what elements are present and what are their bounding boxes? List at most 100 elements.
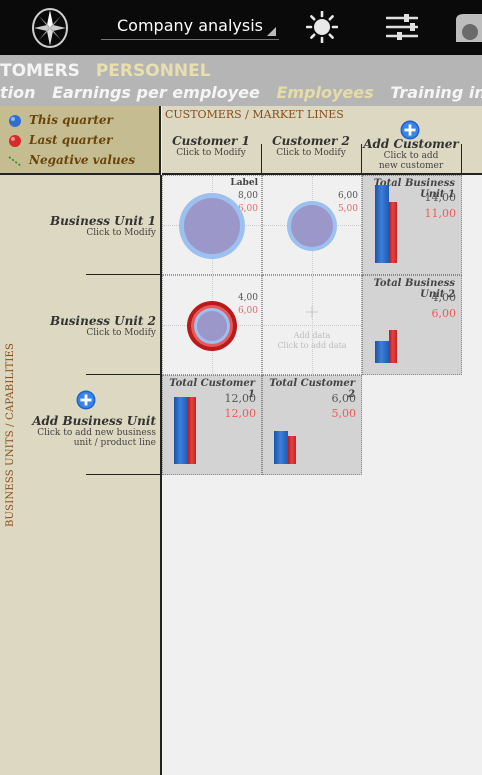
total-title: Total Customer 2 [269, 378, 355, 400]
legend-last-quarter-label: Last quarter [29, 133, 113, 147]
total-title: Total Business Unit 2 [373, 278, 455, 300]
row-header-panel: BUSINESS UNITS / CAPABILITIES Business U… [0, 175, 162, 775]
view-selector[interactable]: Company analysis [101, 10, 279, 40]
business-unit-1-sub: Click to Modify [86, 228, 156, 238]
legend-this-quarter-label: This quarter [29, 113, 113, 127]
top-bar: Company analysis [0, 0, 482, 55]
last-quarter-value: 6,00 [237, 204, 258, 214]
add-customer-sub-2: new customer [378, 161, 444, 171]
last-quarter-value: 11,00 [424, 207, 457, 220]
column-divider [261, 144, 262, 173]
tab-training-investment[interactable]: Training investment [390, 83, 482, 102]
last-quarter-bubble [291, 205, 333, 247]
view-selector-label: Company analysis [117, 16, 263, 35]
dropdown-triangle-icon [267, 27, 276, 36]
negative-values-icon [8, 156, 22, 167]
columns-axis-label: CUSTOMERS / MARKET LINES [165, 108, 344, 121]
row-divider [86, 474, 160, 475]
add-data-plus-icon [306, 306, 318, 318]
compass-icon[interactable] [31, 6, 69, 50]
this-quarter-bar [375, 340, 389, 363]
add-business-unit-name: Add Business Unit [32, 414, 156, 428]
add-business-unit-sub-1: Click to add new business [37, 428, 156, 438]
sun-icon[interactable] [306, 11, 338, 43]
legend: This quarter Last quarter Negative value… [0, 106, 161, 175]
last-quarter-value: 5,00 [337, 204, 358, 214]
legend-this-quarter: This quarter [8, 113, 113, 131]
this-quarter-bar [375, 185, 389, 263]
primary-tab-bar: TOMERS PERSONNEL [0, 55, 482, 85]
customer-1-header[interactable]: Customer 1 Click to Modify [162, 134, 260, 158]
add-customer-sub-1: Click to add [383, 151, 439, 161]
customer-2-header[interactable]: Customer 2 Click to Modify [262, 134, 360, 158]
last-quarter-value: 6,00 [237, 306, 258, 316]
this-quarter-value: 14,00 [424, 191, 457, 204]
business-unit-2-sub: Click to Modify [86, 328, 156, 338]
sliders-icon[interactable] [386, 14, 418, 40]
add-customer-button[interactable]: Add Customer Click to add new customer [362, 137, 460, 171]
last-quarter-bar [389, 329, 397, 363]
bubble-chart [187, 301, 237, 351]
business-unit-2-header[interactable]: Business Unit 2 Click to Modify [50, 314, 156, 338]
cell-bu2-customer1[interactable]: 4,00 6,00 [162, 275, 262, 375]
add-business-unit-sub-2: unit / product line [73, 438, 156, 448]
red-dot-icon [9, 135, 21, 147]
total-title: Total Customer 1 [169, 378, 255, 400]
cell-total-business-unit-1[interactable]: Total Business Unit 1 14,00 11,00 [362, 175, 462, 275]
total-title: Total Business Unit 1 [373, 178, 455, 200]
customer-2-name: Customer 2 [272, 134, 350, 148]
last-quarter-bar [288, 436, 296, 464]
last-quarter-value: 5,00 [331, 407, 357, 420]
legend-negative-values: Negative values [8, 153, 135, 171]
this-quarter-value: 4,00 [431, 291, 457, 304]
blue-dot-icon [9, 115, 21, 127]
cell-bu2-customer2[interactable]: Add data Click to add data [262, 275, 362, 375]
cell-bu1-customer2[interactable]: 6,00 5,00 [262, 175, 362, 275]
this-quarter-value: 4,00 [237, 293, 258, 303]
this-quarter-value: 8,00 [237, 191, 258, 201]
column-divider [361, 144, 362, 173]
cell-label: Label [230, 178, 258, 188]
add-customer-icon[interactable] [400, 120, 420, 140]
profile-icon[interactable] [452, 12, 482, 42]
column-header: CUSTOMERS / MARKET LINES Customer 1 Clic… [162, 106, 482, 175]
secondary-tab-bar: tion Earnings per employee Employees Tra… [0, 81, 482, 106]
this-quarter-value: 6,00 [331, 392, 357, 405]
row-divider [86, 374, 160, 375]
row-divider [86, 274, 160, 275]
add-business-unit-button[interactable]: Add Business Unit Click to add new busin… [32, 414, 156, 448]
cell-total-business-unit-2[interactable]: Total Business Unit 2 4,00 6,00 [362, 275, 462, 375]
tab-earnings-per-employee[interactable]: Earnings per employee [52, 83, 260, 102]
tab-personnel[interactable]: PERSONNEL [95, 61, 211, 81]
customer-1-sub: Click to Modify [176, 148, 246, 158]
add-data-sub: Click to add data [277, 341, 347, 350]
cell-bu1-customer1[interactable]: Label 8,00 6,00 [162, 175, 262, 275]
cell-total-customer-1[interactable]: Total Customer 1 12,00 12,00 [162, 375, 262, 475]
customer-2-sub: Click to Modify [276, 148, 346, 158]
this-quarter-bar [274, 430, 288, 464]
this-quarter-bar [174, 397, 188, 464]
cell-total-customer-2[interactable]: Total Customer 2 6,00 5,00 [262, 375, 362, 475]
last-quarter-value: 12,00 [224, 407, 257, 420]
last-quarter-bubble [184, 198, 240, 254]
business-unit-2-name: Business Unit 2 [49, 314, 156, 328]
business-unit-1-name: Business Unit 1 [49, 214, 156, 228]
add-business-unit-icon[interactable] [76, 390, 96, 410]
legend-negative-values-label: Negative values [29, 153, 136, 167]
tab-customers[interactable]: TOMERS [0, 61, 80, 81]
bubble-chart [287, 201, 337, 251]
last-quarter-bar [188, 397, 196, 464]
column-divider [461, 144, 462, 173]
bubble-chart [179, 193, 245, 259]
matrix-grid: Label 8,00 6,00 6,00 5,00 Total Business… [162, 175, 482, 775]
last-quarter-bar [389, 201, 397, 263]
this-quarter-value: 6,00 [337, 191, 358, 201]
tab-employees[interactable]: Employees [276, 83, 374, 102]
legend-last-quarter: Last quarter [8, 133, 112, 151]
customer-1-name: Customer 1 [172, 134, 250, 148]
add-customer-name: Add Customer [363, 137, 459, 151]
add-data-label: Add data [293, 331, 331, 340]
business-unit-1-header[interactable]: Business Unit 1 Click to Modify [50, 214, 156, 238]
last-quarter-value: 6,00 [431, 307, 457, 320]
tab-production[interactable]: tion [0, 83, 36, 102]
